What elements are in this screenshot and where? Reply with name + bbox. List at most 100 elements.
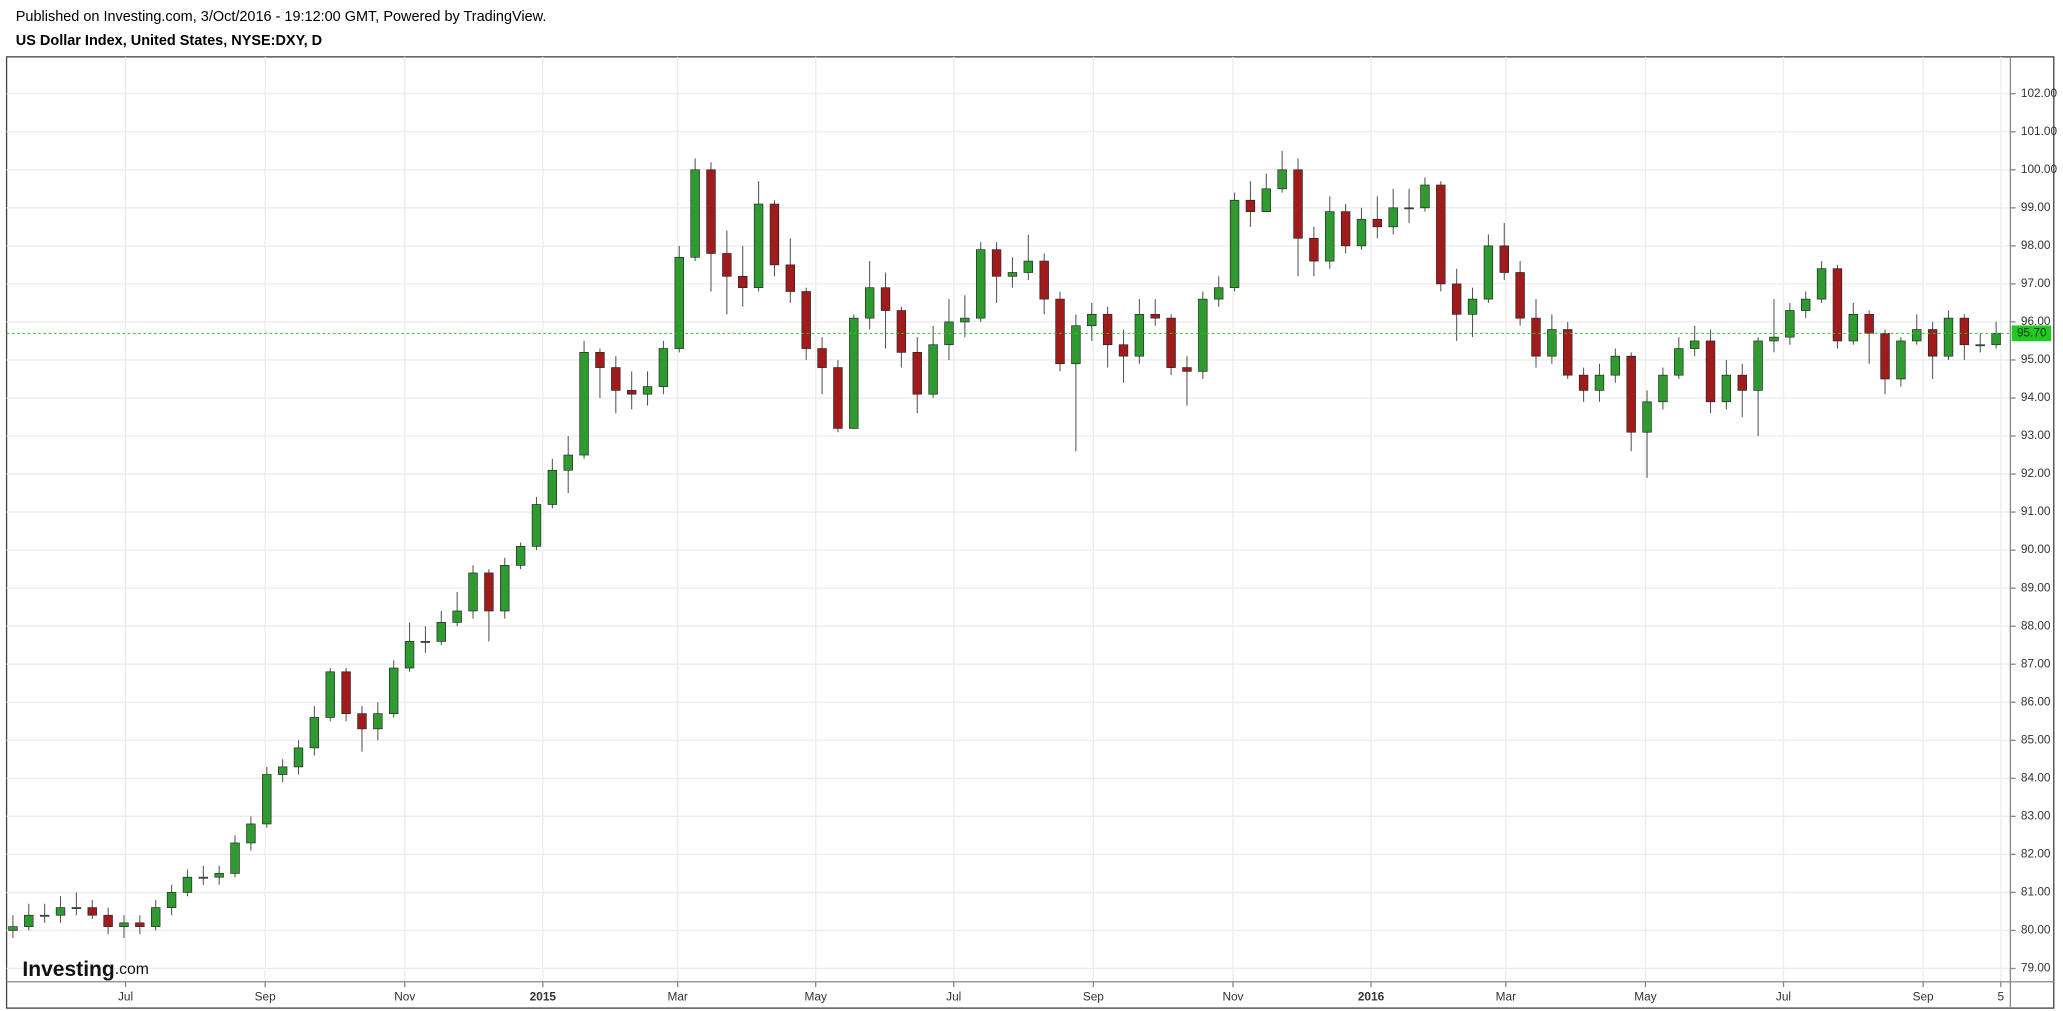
candle-body bbox=[658, 348, 669, 387]
y-tick-label: 83.00 bbox=[2021, 808, 2051, 822]
candle-body bbox=[1975, 344, 1985, 347]
logo: Investing.com bbox=[22, 958, 149, 981]
candle-body bbox=[277, 766, 288, 775]
y-tick-label: 99.00 bbox=[2021, 200, 2051, 214]
candle-body bbox=[1420, 184, 1430, 209]
candle-body bbox=[579, 352, 589, 456]
candle-body bbox=[817, 348, 827, 368]
candle-body bbox=[1118, 344, 1129, 357]
candle-body bbox=[246, 823, 256, 844]
y-tick-label: 101.00 bbox=[2021, 124, 2058, 138]
candle-body bbox=[833, 367, 843, 429]
candle-body bbox=[1721, 374, 1732, 403]
candle-body bbox=[389, 667, 399, 714]
y-tick-label: 95.00 bbox=[2021, 352, 2051, 366]
y-tick-label: 79.00 bbox=[2021, 961, 2051, 975]
x-tick-label: Sep bbox=[1913, 990, 1934, 1004]
candle-body bbox=[1943, 317, 1954, 357]
candle-body bbox=[325, 671, 335, 718]
y-tick-label: 85.00 bbox=[2021, 732, 2051, 746]
candle-body bbox=[1816, 268, 1827, 300]
candle-body bbox=[611, 367, 621, 391]
candle-body bbox=[1102, 313, 1113, 346]
candle-body bbox=[198, 876, 209, 879]
candle-body bbox=[1467, 298, 1478, 315]
candle-body bbox=[293, 747, 304, 768]
candle-body bbox=[642, 386, 653, 395]
candle-body bbox=[1277, 169, 1287, 190]
candle-body bbox=[119, 922, 129, 927]
candle-body bbox=[166, 892, 177, 908]
candle-body bbox=[864, 287, 875, 319]
candle-body bbox=[1007, 272, 1018, 277]
candle-body bbox=[1959, 317, 1970, 346]
candle-body bbox=[309, 717, 320, 749]
candle-body bbox=[39, 914, 50, 917]
candle-body bbox=[674, 256, 684, 349]
y-tick-label: 100.00 bbox=[2021, 162, 2058, 176]
candle-body bbox=[1769, 336, 1779, 342]
candle-body bbox=[1198, 298, 1208, 372]
candle-body bbox=[1166, 317, 1176, 368]
x-tick-label: 2015 bbox=[530, 990, 557, 1004]
candle-body bbox=[722, 253, 732, 277]
x-tick-label: 5 bbox=[1998, 990, 2005, 1004]
candle-body bbox=[1594, 374, 1605, 391]
candle-body bbox=[976, 249, 986, 319]
x-tick-label: Jul bbox=[946, 990, 961, 1004]
candle-body bbox=[468, 572, 478, 612]
x-tick-label: 2016 bbox=[1358, 990, 1385, 1004]
candle-body bbox=[1801, 298, 1811, 311]
candle-body bbox=[1309, 237, 1319, 262]
y-tick-label: 87.00 bbox=[2021, 656, 2051, 670]
x-tick-label: May bbox=[805, 990, 827, 1004]
candle-body bbox=[1023, 260, 1033, 273]
candle-body bbox=[1547, 329, 1557, 357]
candle-body bbox=[1896, 340, 1906, 380]
chart-title: US Dollar Index, United States, NYSE:DXY… bbox=[16, 33, 322, 49]
candle-body bbox=[404, 641, 415, 669]
y-tick-label: 91.00 bbox=[2021, 504, 2051, 518]
x-tick-label: Sep bbox=[1083, 990, 1104, 1004]
x-tick-label: Jul bbox=[1776, 990, 1791, 1004]
candle-body bbox=[1515, 272, 1525, 319]
candle-body bbox=[1610, 355, 1621, 376]
candle-body bbox=[373, 713, 383, 730]
candle-body bbox=[452, 610, 462, 623]
candle-body bbox=[1404, 207, 1414, 210]
y-tick-label: 97.00 bbox=[2021, 276, 2051, 290]
y-tick-label: 88.00 bbox=[2021, 618, 2051, 632]
candle-body bbox=[1689, 340, 1700, 349]
candle-body bbox=[1436, 184, 1446, 285]
candle-body bbox=[896, 310, 907, 353]
candle-body bbox=[531, 504, 542, 547]
x-tick-label: Mar bbox=[667, 990, 687, 1004]
candle-body bbox=[1848, 313, 1858, 342]
candle-body bbox=[1753, 340, 1763, 391]
candle-body bbox=[1626, 355, 1636, 433]
y-tick-label: 102.00 bbox=[2021, 86, 2058, 100]
candle-body bbox=[262, 774, 272, 825]
candle-body bbox=[341, 671, 351, 714]
candle-body bbox=[1927, 329, 1938, 357]
candle-body bbox=[1832, 268, 1843, 342]
candle-body bbox=[103, 914, 113, 927]
x-tick-label: Sep bbox=[255, 990, 276, 1004]
candle-body bbox=[87, 907, 97, 916]
candle-body bbox=[24, 914, 34, 927]
candle-body bbox=[1388, 207, 1398, 228]
y-tick-label: 96.00 bbox=[2021, 314, 2051, 328]
y-tick-label: 82.00 bbox=[2021, 846, 2051, 860]
candle-body bbox=[1705, 340, 1716, 403]
logo-main: Investing bbox=[22, 958, 114, 981]
candle-body bbox=[214, 873, 224, 878]
candle-body bbox=[1087, 313, 1097, 327]
candle-body bbox=[690, 169, 700, 258]
frame bbox=[5, 56, 2055, 1009]
candle-body bbox=[1499, 245, 1509, 273]
candle-body bbox=[500, 565, 510, 612]
candle-body bbox=[1229, 199, 1240, 289]
y-tick-label: 92.00 bbox=[2021, 466, 2051, 480]
candle-body bbox=[880, 287, 891, 311]
candle-body bbox=[1674, 348, 1684, 376]
